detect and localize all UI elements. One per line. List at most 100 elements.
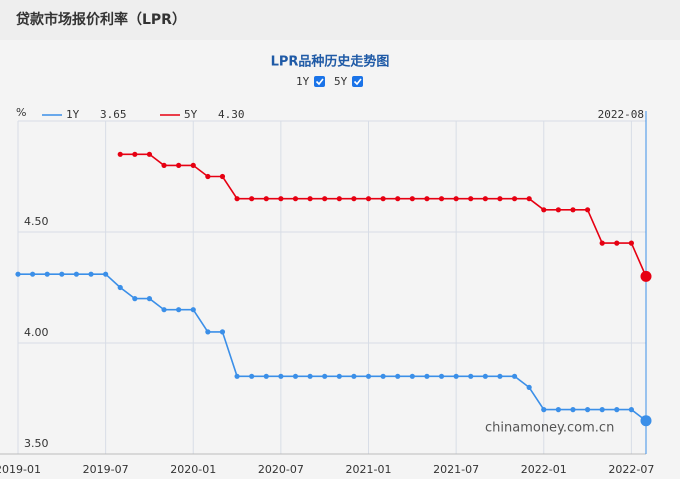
data-point <box>584 407 591 413</box>
data-point <box>190 307 196 313</box>
x-tick-label: 2020-07 <box>258 463 304 476</box>
data-point <box>30 271 36 277</box>
data-point <box>365 373 372 379</box>
data-point <box>44 271 50 277</box>
data-point <box>438 373 445 379</box>
data-point <box>541 407 547 413</box>
data-point <box>205 329 211 335</box>
data-point <box>336 196 342 202</box>
data-point <box>555 407 561 413</box>
data-point <box>88 271 94 277</box>
data-point <box>190 162 196 168</box>
series-line <box>18 273 647 422</box>
y-tick-label: 3.50 <box>24 437 49 450</box>
data-point <box>468 196 474 202</box>
data-point <box>570 407 576 413</box>
data-point <box>380 196 386 202</box>
data-point <box>292 373 299 379</box>
toggle-checkbox[interactable] <box>314 76 325 87</box>
data-point <box>103 271 109 277</box>
x-tick-label: 2021-01 <box>346 463 392 476</box>
x-tick-label: 2019-01 <box>0 463 41 476</box>
data-point <box>292 196 299 202</box>
data-point <box>555 207 561 213</box>
data-point <box>380 373 386 379</box>
data-point <box>497 196 503 202</box>
page-title: 贷款市场报价利率（LPR） <box>16 11 186 28</box>
data-point <box>161 307 167 313</box>
data-point <box>132 151 138 157</box>
data-point <box>176 162 182 168</box>
data-point <box>351 373 357 379</box>
data-point <box>482 373 488 379</box>
toggle-label: 1Y <box>296 75 310 88</box>
legend-value: 4.30 <box>218 108 245 121</box>
x-tick-label: 2022-07 <box>608 463 654 476</box>
data-point <box>234 196 240 202</box>
data-point <box>249 373 255 379</box>
data-point <box>322 373 328 379</box>
data-point <box>541 207 547 213</box>
y-unit: % <box>16 106 26 119</box>
data-point <box>614 407 620 413</box>
data-point <box>146 296 153 302</box>
data-point <box>584 207 591 213</box>
y-tick-label: 4.50 <box>24 215 49 228</box>
data-point <box>640 270 652 282</box>
data-point <box>482 196 488 202</box>
data-point <box>628 240 634 246</box>
legend-value: 3.65 <box>100 108 127 121</box>
data-point <box>336 373 342 379</box>
data-point <box>526 196 532 202</box>
y-tick-label: 4.00 <box>24 326 49 339</box>
data-point <box>117 284 123 291</box>
data-point <box>73 271 80 277</box>
data-point <box>424 373 430 379</box>
toggle-label: 5Y <box>334 75 348 88</box>
data-point <box>497 373 503 379</box>
data-point <box>424 196 430 202</box>
data-point <box>570 207 576 213</box>
data-point <box>409 196 415 202</box>
x-tick-label: 2020-01 <box>170 463 216 476</box>
data-point <box>628 407 634 413</box>
data-point <box>453 373 459 379</box>
header-bar <box>0 0 680 40</box>
legend-label: 1Y <box>66 108 80 121</box>
data-point <box>307 196 313 202</box>
x-tick-label: 2019-07 <box>83 463 129 476</box>
data-point <box>146 151 153 157</box>
watermark: chinamoney.com.cn <box>485 421 614 436</box>
data-point <box>219 329 226 335</box>
data-point <box>278 373 284 379</box>
data-point <box>322 196 328 202</box>
data-point <box>511 373 518 379</box>
chart-title: LPR品种历史走势图 <box>271 54 390 70</box>
check-mark <box>315 78 324 86</box>
data-point <box>395 196 401 202</box>
data-point <box>249 196 255 202</box>
x-tick-label: 2021-07 <box>433 463 479 476</box>
data-point <box>453 196 459 202</box>
data-point <box>351 196 357 202</box>
data-point <box>640 415 652 427</box>
hover-date: 2022-08 <box>598 108 644 121</box>
data-point <box>599 240 605 246</box>
data-point <box>526 384 532 390</box>
data-point <box>599 407 605 413</box>
data-point <box>176 307 182 313</box>
data-point <box>307 373 313 379</box>
data-point <box>205 173 211 180</box>
data-point <box>219 173 226 180</box>
data-point <box>614 240 620 246</box>
toggle-checkbox[interactable] <box>352 76 363 87</box>
check-mark <box>353 78 362 86</box>
data-point <box>59 271 65 277</box>
data-point <box>132 296 138 302</box>
data-point <box>365 196 372 202</box>
data-point <box>468 373 474 379</box>
data-point <box>395 373 401 379</box>
x-tick-label: 2022-01 <box>521 463 567 476</box>
